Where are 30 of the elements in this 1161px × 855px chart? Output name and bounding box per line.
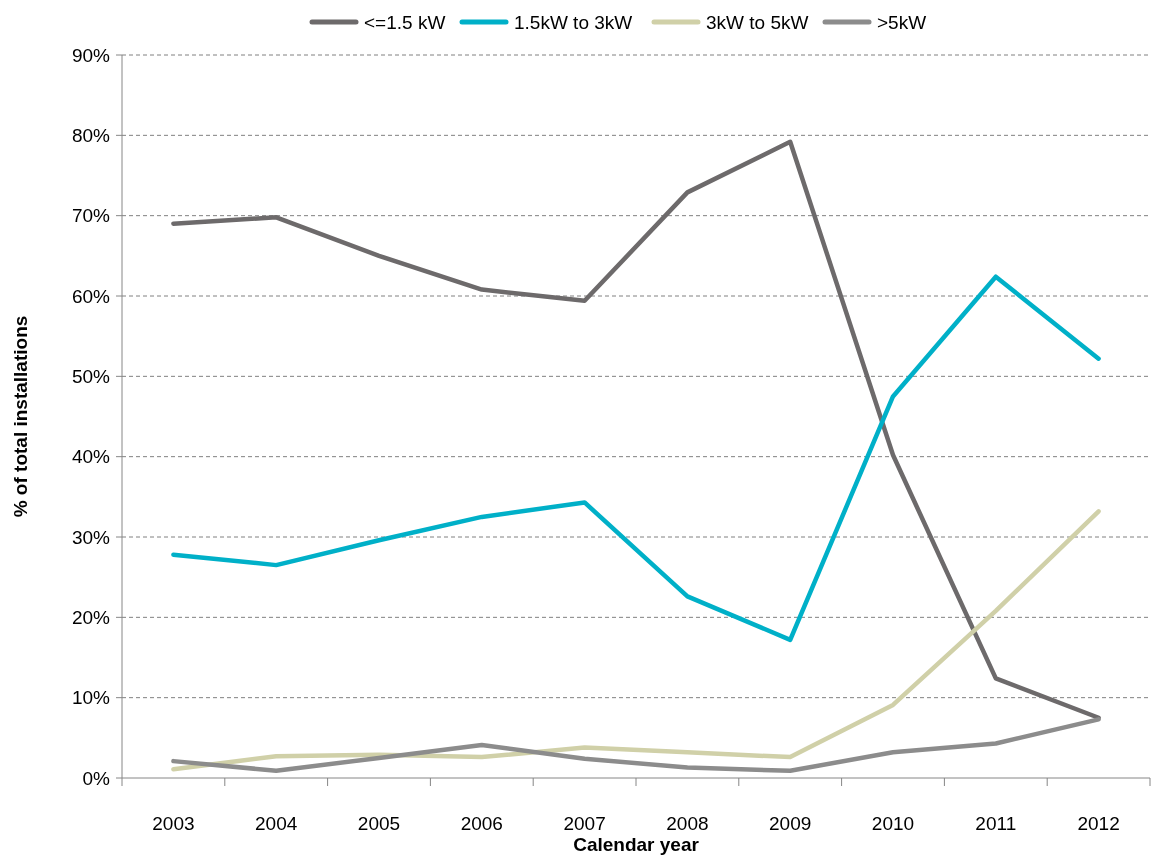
x-axis-title: Calendar year [573,834,700,855]
x-tick-label: 2009 [769,813,812,834]
legend-label: >5kW [877,11,927,33]
legend-label: 1.5kW to 3kW [514,11,633,33]
line-series [171,139,1101,720]
y-tick-label: 60% [71,285,111,307]
y-axis-title: % of total installations [10,315,31,518]
y-tick-label: 20% [71,606,111,628]
y-tick-label: 50% [71,365,111,387]
line-series [171,274,1101,643]
x-tick-label: 2011 [975,813,1017,834]
x-tick-label: 2005 [357,813,401,834]
y-tick-label: 30% [71,526,111,548]
legend-label: 3kW to 5kW [706,11,809,33]
x-tick-label: 2006 [460,813,503,834]
legend-label: <=1.5 kW [364,11,446,33]
x-tick-label: 2007 [563,813,606,834]
x-tick-label: 2012 [1077,813,1120,834]
line-series [171,717,1101,774]
x-tick-label: 2003 [152,813,195,834]
y-tick-label: 80% [71,124,111,146]
x-tick-label: 2008 [666,813,709,834]
x-tick-label: 2010 [871,813,915,834]
y-tick-label: 10% [71,687,111,709]
y-tick-label: 0% [82,767,111,789]
y-tick-label: 90% [71,44,111,66]
line-series [171,509,1101,772]
y-tick-label: 40% [71,446,111,468]
x-tick-label: 2004 [255,813,298,834]
y-tick-label: 70% [71,205,111,227]
